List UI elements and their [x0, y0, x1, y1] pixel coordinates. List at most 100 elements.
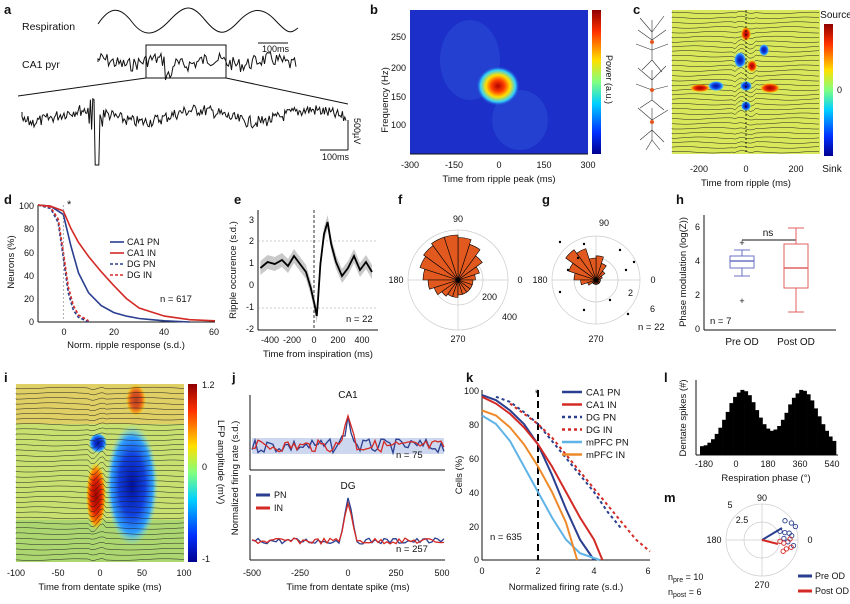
- panel-label: b: [370, 2, 378, 17]
- lfp-traces: [15, 386, 185, 561]
- bar: [813, 408, 818, 455]
- bar: [795, 393, 800, 455]
- y-axis-label: Frequency (Hz): [380, 67, 391, 132]
- plot-area: [37, 204, 216, 323]
- bar: [821, 424, 826, 455]
- bar: [762, 424, 767, 455]
- tick-label: -100: [7, 568, 25, 578]
- panel-label: k: [466, 370, 474, 385]
- bar: [758, 417, 763, 455]
- colorbar: [188, 384, 197, 562]
- tick-label: 300: [580, 160, 595, 170]
- tick-label: 1.2: [202, 380, 215, 390]
- sink-label: Sink: [822, 164, 842, 175]
- significance-star: *: [67, 199, 72, 211]
- rose-wedge: [573, 272, 597, 281]
- region-label: DG: [341, 481, 356, 492]
- panel-d: d Neurons (%) 100 80 60 40 20 0 0 20 40 …: [4, 192, 219, 351]
- lfp-trace: [15, 432, 185, 436]
- tick-label: -300: [401, 160, 419, 170]
- tick-label: 0: [249, 280, 254, 290]
- lfp-trace: [15, 552, 185, 556]
- tick-label: 0: [61, 327, 66, 337]
- scale-label: 500µV: [352, 118, 362, 144]
- lfp-trace: [15, 407, 185, 411]
- tick-label: 4: [695, 256, 700, 266]
- tick-label: 60: [209, 327, 219, 337]
- tick-label: 360: [792, 459, 807, 469]
- tick-label: -1: [246, 302, 254, 312]
- scale-label: 100ms: [322, 152, 350, 162]
- mean-vector: [761, 539, 779, 545]
- legend-entry: IN: [274, 503, 283, 513]
- lfp-trace: [15, 542, 184, 546]
- data-point: [608, 298, 612, 302]
- respiration-label: Respiration: [22, 21, 75, 33]
- tick-label: 200: [482, 292, 497, 302]
- tick-label: 90: [599, 218, 609, 228]
- tick-label: 40: [469, 488, 479, 498]
- polar-plot: [761, 518, 799, 554]
- error-band: [260, 215, 372, 323]
- n-label: n = 7: [710, 316, 731, 327]
- tick-label: 250: [391, 32, 406, 42]
- lfp-trace: [15, 531, 185, 535]
- rose-plot: [419, 234, 483, 298]
- legend-entry: CA1 IN: [127, 248, 156, 258]
- n-label: n = 75: [396, 450, 423, 461]
- bar: [791, 397, 796, 455]
- tick-label: -200: [283, 335, 301, 345]
- tick-label: 1: [249, 258, 254, 268]
- bar: [700, 446, 704, 455]
- tick-label: 0: [743, 164, 748, 174]
- panel-f: f 90 180 0 200 400 270: [388, 192, 522, 344]
- panel-b: b Power (a.u.) Frequency (Hz) 250 200 15…: [370, 2, 614, 185]
- tick-label: 0: [311, 335, 316, 345]
- tick-label: 400: [354, 335, 369, 345]
- bar: [725, 411, 730, 455]
- tick-label: 150: [536, 160, 551, 170]
- blue-region: [106, 425, 158, 545]
- csd-trace: [671, 117, 820, 121]
- box-pre-od: + +: [729, 238, 755, 306]
- csd-trace: [671, 15, 820, 19]
- legend-entry: Post OD: [815, 586, 850, 596]
- data-point: [782, 529, 788, 536]
- series-line: [481, 395, 604, 561]
- lfp-trace: [15, 437, 185, 442]
- y-axis-label: Normalized firing rate (s.d.): [230, 421, 241, 536]
- rose-wedge: [433, 279, 459, 296]
- tick-label: 40: [24, 271, 34, 281]
- tick-label: 60: [469, 454, 479, 464]
- bar: [711, 439, 715, 455]
- panel-label: a: [4, 2, 12, 17]
- mean-vector: [761, 527, 783, 541]
- lfp-trace: [15, 445, 184, 454]
- csd-trace: [671, 52, 819, 59]
- legend-entry: DG PN: [127, 259, 156, 269]
- lfp-trace: [15, 498, 184, 508]
- lfp-trace: [15, 402, 184, 406]
- panel-label: l: [664, 370, 668, 385]
- bar: [773, 429, 778, 455]
- tick-label: 200: [391, 63, 406, 73]
- legend-entry: Pre OD: [815, 571, 846, 581]
- csd-trace: [671, 122, 820, 126]
- panel-label: m: [664, 490, 676, 505]
- tick-label: 80: [24, 224, 34, 234]
- tick-label: 270: [754, 580, 769, 590]
- tick-label: 250: [388, 568, 403, 578]
- csd-trace: [671, 127, 819, 131]
- y-axis-label: Phase modulation (log(Z)): [678, 217, 689, 327]
- csd-trace: [671, 150, 819, 154]
- colorbar-label: LFP amplitude (mV): [215, 420, 226, 504]
- tick-label: 80: [469, 420, 479, 430]
- svg-text:+: +: [739, 238, 744, 248]
- bar: [740, 389, 745, 455]
- data-point: [632, 260, 636, 264]
- x-axis-label: Time from inspiration (ms): [263, 349, 373, 360]
- lfp-trace: [15, 488, 184, 497]
- rose-wedge: [452, 279, 459, 298]
- bar: [777, 426, 782, 455]
- rose-wedge: [423, 245, 459, 281]
